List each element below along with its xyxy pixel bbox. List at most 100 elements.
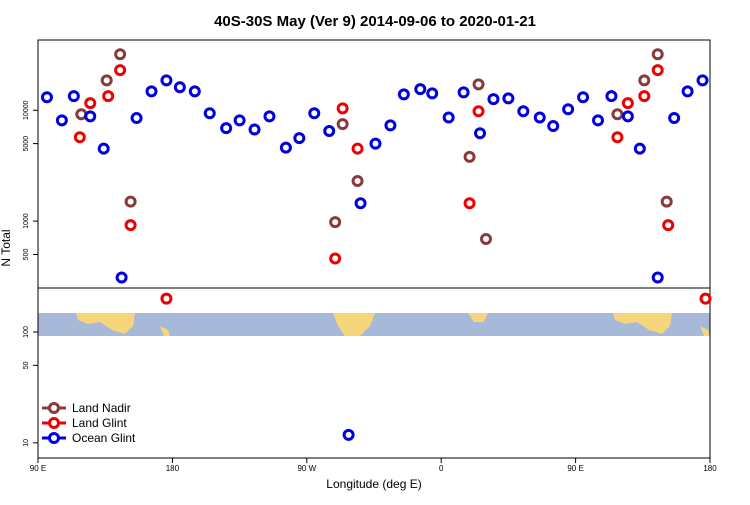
y-tick-label: 10 [23, 439, 30, 447]
point [220, 122, 233, 135]
point [124, 195, 137, 208]
point [329, 252, 342, 265]
point [681, 85, 694, 98]
point [480, 232, 492, 245]
point [457, 86, 470, 99]
point [248, 123, 261, 136]
point [342, 428, 355, 441]
point [611, 131, 624, 144]
point [651, 48, 664, 61]
legend-marker [48, 417, 60, 429]
x-tick-label: 0 [439, 464, 444, 473]
point [517, 105, 530, 118]
y-axis-label: N Total [0, 229, 13, 266]
point [487, 93, 500, 106]
x-axis-label: Longitude (deg E) [326, 477, 421, 491]
point [577, 91, 590, 104]
point [605, 90, 618, 103]
x-tick-label: 180 [166, 464, 180, 473]
point [102, 90, 115, 103]
point [188, 85, 201, 98]
point [472, 78, 485, 91]
point [55, 114, 68, 127]
point [638, 90, 651, 103]
y-tick-label: 100 [23, 326, 30, 338]
x-tick-label: 90 E [30, 464, 46, 473]
point [279, 141, 292, 154]
point [397, 88, 410, 101]
y-tick-label: 10000 [23, 100, 30, 120]
y-tick-label: 5000 [23, 136, 30, 152]
point [463, 150, 476, 163]
legend-label: Ocean Glint [72, 431, 136, 445]
point [472, 105, 485, 118]
point [100, 74, 113, 87]
legend-label: Land Glint [72, 416, 127, 430]
point [621, 97, 634, 110]
legend-label: Land Nadir [72, 401, 131, 415]
point [474, 127, 487, 140]
point [651, 64, 664, 77]
point [668, 112, 681, 125]
point [660, 195, 673, 208]
point [638, 74, 651, 87]
point [621, 110, 634, 123]
point [114, 64, 127, 77]
point [533, 111, 546, 124]
point [336, 118, 349, 131]
point [160, 292, 173, 305]
point [84, 110, 97, 123]
point [562, 103, 575, 116]
plot-frame [37, 39, 711, 459]
chart-title: 40S-30S May (Ver 9) 2014-09-06 to 2020-0… [214, 13, 536, 30]
point [662, 219, 675, 232]
point [203, 107, 216, 120]
point [67, 90, 80, 103]
point [611, 108, 624, 121]
point [426, 87, 439, 100]
point [354, 197, 367, 210]
x-tick-label: 180 [703, 464, 717, 473]
point [160, 74, 173, 87]
legend-marker [48, 432, 60, 444]
point [124, 219, 137, 232]
point [502, 92, 515, 105]
point [40, 91, 53, 104]
point [336, 102, 349, 115]
point [173, 81, 186, 94]
x-tick-label: 90 E [567, 464, 583, 473]
point [84, 97, 97, 110]
point [97, 142, 110, 155]
point [293, 132, 306, 145]
point [130, 112, 143, 125]
point [323, 124, 336, 137]
legend-marker [48, 402, 60, 414]
point [592, 114, 604, 127]
point [384, 119, 397, 132]
point [414, 83, 427, 96]
point [463, 197, 476, 210]
point [145, 85, 158, 98]
point [633, 142, 646, 155]
point [114, 48, 127, 61]
point [442, 111, 455, 124]
point [351, 174, 364, 187]
y-tick-label: 50 [23, 361, 30, 369]
point [696, 74, 709, 87]
point [651, 271, 664, 284]
y-tick-label: 1000 [23, 213, 30, 229]
map-strip [38, 313, 710, 336]
point [329, 216, 342, 229]
point [263, 110, 276, 123]
point [233, 114, 246, 127]
point [699, 292, 712, 305]
point [308, 107, 321, 120]
point [115, 271, 128, 284]
y-tick-label: 500 [23, 249, 30, 261]
point [369, 137, 382, 150]
point [73, 131, 86, 144]
x-tick-label: 90 W [297, 464, 316, 473]
point [351, 142, 364, 155]
point [547, 120, 560, 133]
